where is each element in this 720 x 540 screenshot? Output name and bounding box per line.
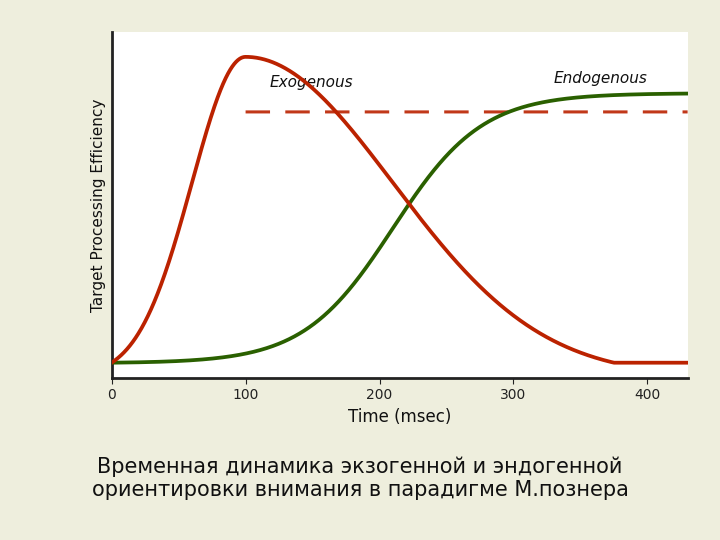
Text: Exogenous: Exogenous	[270, 76, 354, 91]
X-axis label: Time (msec): Time (msec)	[348, 408, 451, 426]
Y-axis label: Target Processing Efficiency: Target Processing Efficiency	[91, 98, 106, 312]
Text: Временная динамика экзогенной и эндогенной
ориентировки внимания в парадигме М.п: Временная динамика экзогенной и эндогенн…	[91, 456, 629, 500]
Text: Endogenous: Endogenous	[554, 71, 647, 86]
